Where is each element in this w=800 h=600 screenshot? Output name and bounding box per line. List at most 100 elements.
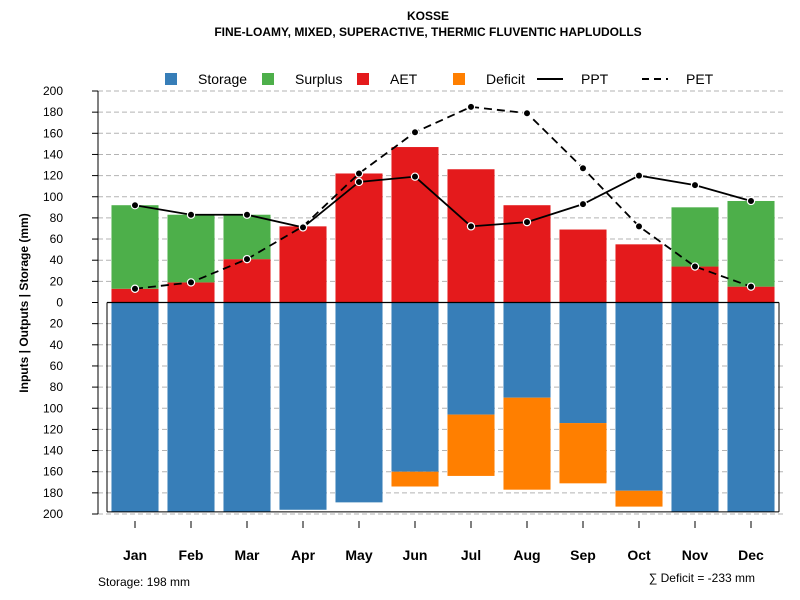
aet-bar <box>615 244 663 303</box>
pet-point <box>354 169 364 178</box>
aet-bar <box>559 229 607 303</box>
chart-subtitle: FINE-LOAMY, MIXED, SUPERACTIVE, THERMIC … <box>214 25 641 39</box>
surplus-bar <box>223 214 271 260</box>
pet-point <box>634 222 644 231</box>
deficit-bar <box>391 471 439 487</box>
y-tick-label: 200 <box>43 84 63 98</box>
legend: Storage Surplus AET Deficit PPT PET <box>165 71 714 87</box>
y-tick-label: 200 <box>43 507 63 521</box>
aet-bar <box>447 169 495 303</box>
x-tick-label: Oct <box>627 547 651 563</box>
storage-bar <box>447 302 495 415</box>
aet-bar <box>391 147 439 303</box>
pet-point <box>410 128 420 137</box>
y-tick-label: 80 <box>50 380 64 394</box>
y-tick-label: 180 <box>43 105 63 119</box>
ppt-point <box>522 217 532 227</box>
x-tick-label: Jul <box>461 547 481 563</box>
y-tick-label: 100 <box>43 190 63 204</box>
y-tick-label: 100 <box>43 401 63 415</box>
aet-bar <box>279 226 327 303</box>
y-tick-label: 20 <box>50 317 64 331</box>
storage-bar <box>727 302 775 512</box>
pet-point <box>746 282 756 291</box>
ppt-point <box>242 210 252 219</box>
aet-bar <box>111 288 159 303</box>
ppt-point <box>578 199 588 209</box>
ppt-point <box>466 222 476 231</box>
surplus-bar <box>671 207 719 267</box>
ppt-point <box>298 223 308 232</box>
legend-label: PPT <box>581 71 609 87</box>
storage-bar <box>615 302 663 491</box>
y-tick-label: 180 <box>43 486 63 500</box>
y-tick-label: 80 <box>50 211 64 225</box>
legend-swatch <box>453 73 465 85</box>
x-tick-label: Apr <box>291 547 316 563</box>
deficit-bar <box>615 490 663 507</box>
aet-bar <box>335 173 383 303</box>
ppt-point <box>634 171 644 180</box>
x-tick-label: May <box>345 547 372 563</box>
legend-swatch <box>357 73 369 85</box>
pet-point <box>578 163 588 173</box>
legend-label: AET <box>390 71 418 87</box>
y-tick-label: 20 <box>50 274 64 288</box>
legend-label: PET <box>686 71 714 87</box>
storage-bar <box>391 302 439 472</box>
legend-swatch <box>262 73 274 85</box>
y-tick-label: 160 <box>43 126 63 140</box>
aet-bar <box>167 282 215 303</box>
storage-bar <box>111 302 159 512</box>
ppt-point <box>130 201 140 210</box>
x-tick-label: Feb <box>179 547 204 563</box>
ppt-line <box>134 174 752 229</box>
pet-point <box>522 109 532 118</box>
x-tick-label: Nov <box>682 547 709 563</box>
pet-line <box>134 105 752 290</box>
y-tick-label: 40 <box>50 338 64 352</box>
deficit-note: ∑ Deficit = -233 mm <box>649 571 755 585</box>
pet-point <box>690 262 700 271</box>
storage-bar <box>503 302 551 398</box>
x-tick-label: Mar <box>235 547 260 563</box>
ppt-point <box>690 180 700 190</box>
y-tick-label: 60 <box>50 232 64 246</box>
legend-label: Deficit <box>486 71 525 87</box>
pet-point <box>242 254 252 264</box>
surplus-bar <box>167 214 215 283</box>
pet-point <box>130 284 140 293</box>
y-tick-label: 60 <box>50 359 64 373</box>
deficit-bar <box>559 423 607 484</box>
x-tick-label: Aug <box>513 547 540 563</box>
storage-bar <box>559 302 607 424</box>
y-axis-label: Inputs | Outputs | Storage (mm) <box>17 213 31 392</box>
storage-bar <box>167 302 215 512</box>
aet-bar <box>727 286 775 303</box>
ppt-point <box>410 172 420 181</box>
ppt-point <box>746 196 756 206</box>
x-tick-label: Jun <box>403 547 428 563</box>
legend-swatch <box>165 73 177 85</box>
y-tick-label: 160 <box>43 465 63 479</box>
surplus-bar <box>727 200 775 287</box>
storage-bar <box>223 302 271 512</box>
y-tick-label: 140 <box>43 147 63 161</box>
x-tick-label: Jan <box>123 547 147 563</box>
y-tick-label: 120 <box>43 169 63 183</box>
bars <box>111 147 775 512</box>
ppt-point <box>186 210 196 219</box>
storage-bar <box>671 302 719 512</box>
y-tick-label: 120 <box>43 422 63 436</box>
pet-point <box>466 102 476 112</box>
y-tick-label: 40 <box>50 253 64 267</box>
axes: 200 180 160 140 120 100 80 60 40 200 20 40 60 80 100 12… <box>43 84 780 563</box>
deficit-bar <box>503 397 551 490</box>
y-tick-label: 140 <box>43 444 63 458</box>
legend-label: Storage <box>198 71 247 87</box>
pet-point <box>186 278 196 287</box>
storage-bar <box>279 302 327 510</box>
x-tick-label: Dec <box>738 547 764 563</box>
storage-note: Storage: 198 mm <box>98 575 190 589</box>
